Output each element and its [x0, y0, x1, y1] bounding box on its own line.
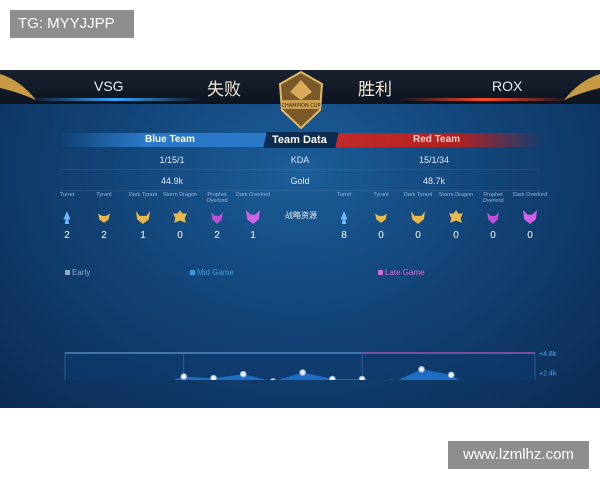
team-data-title: Team Data — [272, 134, 327, 146]
objective-label: Dark Overlord — [512, 192, 548, 198]
objective-label: Prophet Overlord — [482, 192, 504, 204]
right-team-name: ROX — [492, 78, 523, 94]
red-objective-prophet-overlord: Prophet Overlord 0 — [475, 192, 511, 241]
legend-late-game: Late Game — [378, 268, 425, 277]
right-result: 胜利 — [358, 80, 392, 100]
stat-row-gold: 44.9k Gold 48.7k — [60, 171, 540, 191]
blue-objective-turret: Turret 2 — [49, 192, 85, 241]
objective-count: 2 — [64, 230, 70, 241]
watermark-bottom-right: www.lzmlhz.com — [448, 441, 589, 469]
blue-objective-tyrant: Tyrant 2 — [86, 192, 122, 241]
storm-dragon-icon — [449, 210, 463, 223]
red-gold: 48.7k — [422, 176, 446, 186]
dark-tyrant-icon — [411, 211, 425, 224]
objective-count: 0 — [177, 230, 183, 241]
objective-label: Storm Dragon — [162, 192, 198, 198]
objective-label: Tyrant — [373, 192, 389, 198]
objective-count: 2 — [214, 230, 220, 241]
data-point — [299, 369, 306, 376]
legend-mid-game: Mid Game — [190, 268, 234, 277]
y-tick-label: +2.4k — [539, 371, 557, 378]
objective-label: Dark Tyrant — [128, 192, 158, 198]
legend-late-label: Late Game — [385, 268, 425, 277]
y-tick-label: +4.8k — [539, 351, 557, 358]
legend-mid-label: Mid Game — [197, 268, 234, 277]
objective-count: 0 — [490, 230, 496, 241]
dark-tyrant-icon — [136, 211, 150, 224]
team-bar — [60, 132, 542, 148]
objective-count: 2 — [101, 230, 107, 241]
data-point — [239, 370, 247, 378]
champion-cup-emblem-icon: CHAMPION CUP — [278, 70, 324, 130]
legend-early: Early — [65, 268, 90, 277]
objective-count: 0 — [415, 230, 421, 241]
blue-objective-storm-dragon: Storm Dragon 0 — [162, 192, 198, 241]
blue-team-label: Blue Team — [145, 134, 195, 145]
match-result-screen: VSG 失败 胜利 ROX CHAMPION CUP Blue Team Tea… — [0, 70, 600, 408]
objective-count: 0 — [453, 230, 459, 241]
red-kda: 15/1/34 — [418, 155, 450, 165]
blue-objective-dark-tyrant: Dark Tyrant 1 — [125, 192, 161, 241]
objective-label: Storm Dragon — [438, 192, 474, 198]
watermark-top-left: TG: MYYJJPP — [10, 10, 134, 38]
blue-objective-prophet-overlord: Prophet Overlord 2 — [199, 192, 235, 241]
turret-icon — [63, 211, 71, 224]
emblem-text: CHAMPION CUP — [282, 103, 321, 109]
red-objective-dark-tyrant: Dark Tyrant 0 — [400, 192, 436, 241]
objective-count: 1 — [250, 230, 256, 241]
data-point — [210, 374, 217, 380]
objectives-label: 战略资源 — [285, 211, 317, 220]
objective-label: Prophet Overlord — [206, 192, 228, 204]
storm-dragon-icon — [173, 210, 187, 223]
gold-wing-right-icon — [564, 74, 600, 100]
left-result: 失败 — [207, 80, 241, 100]
prophet-overlord-icon — [487, 212, 499, 224]
gold-wing-left-icon — [0, 74, 36, 100]
data-point — [269, 378, 276, 380]
objective-label: Turret — [59, 192, 75, 198]
red-objective-storm-dragon: Storm Dragon 0 — [438, 192, 474, 241]
prophet-overlord-icon — [211, 212, 223, 224]
red-objective-dark-overlord: Dark Overlord 0 — [512, 192, 548, 241]
turret-icon — [340, 211, 348, 224]
gold-label: Gold — [290, 176, 310, 186]
tyrant-icon — [98, 213, 110, 223]
stat-row-kda: 1/15/1 KDA 15/1/34 — [60, 150, 540, 170]
objective-label: Turret — [336, 192, 352, 198]
red-objective-tyrant: Tyrant 0 — [363, 192, 399, 241]
gold-lead-blue-area — [173, 369, 460, 380]
gold-difference-chart: 00:0004:0010:0015:49+4.8k+2.4k0+2.4k+4.8… — [64, 351, 557, 380]
objective-label: Dark Overlord — [235, 192, 271, 198]
data-point — [447, 371, 455, 379]
legend-early-label: Early — [72, 268, 91, 277]
data-point — [180, 373, 188, 380]
kda-label: KDA — [290, 155, 310, 165]
red-team-label: Red Team — [413, 134, 461, 145]
dark-overlord-icon — [246, 210, 260, 224]
objective-label: Tyrant — [96, 192, 112, 198]
blue-kda: 1/15/1 — [159, 155, 185, 165]
blue-objective-dark-overlord: Dark Overlord 1 — [235, 192, 271, 241]
data-point — [418, 365, 425, 373]
tyrant-icon — [375, 213, 387, 223]
red-objective-turret: Turret 8 — [326, 192, 362, 241]
left-team-name: VSG — [94, 78, 124, 94]
objective-label: Dark Tyrant — [403, 192, 433, 198]
data-point — [358, 375, 366, 380]
objective-count: 0 — [527, 230, 533, 241]
dark-overlord-icon — [523, 210, 537, 224]
objective-count: 1 — [140, 230, 146, 241]
objective-count: 0 — [378, 230, 384, 241]
objective-count: 8 — [341, 230, 347, 241]
blue-gold: 44.9k — [160, 176, 184, 186]
data-point — [329, 375, 336, 380]
